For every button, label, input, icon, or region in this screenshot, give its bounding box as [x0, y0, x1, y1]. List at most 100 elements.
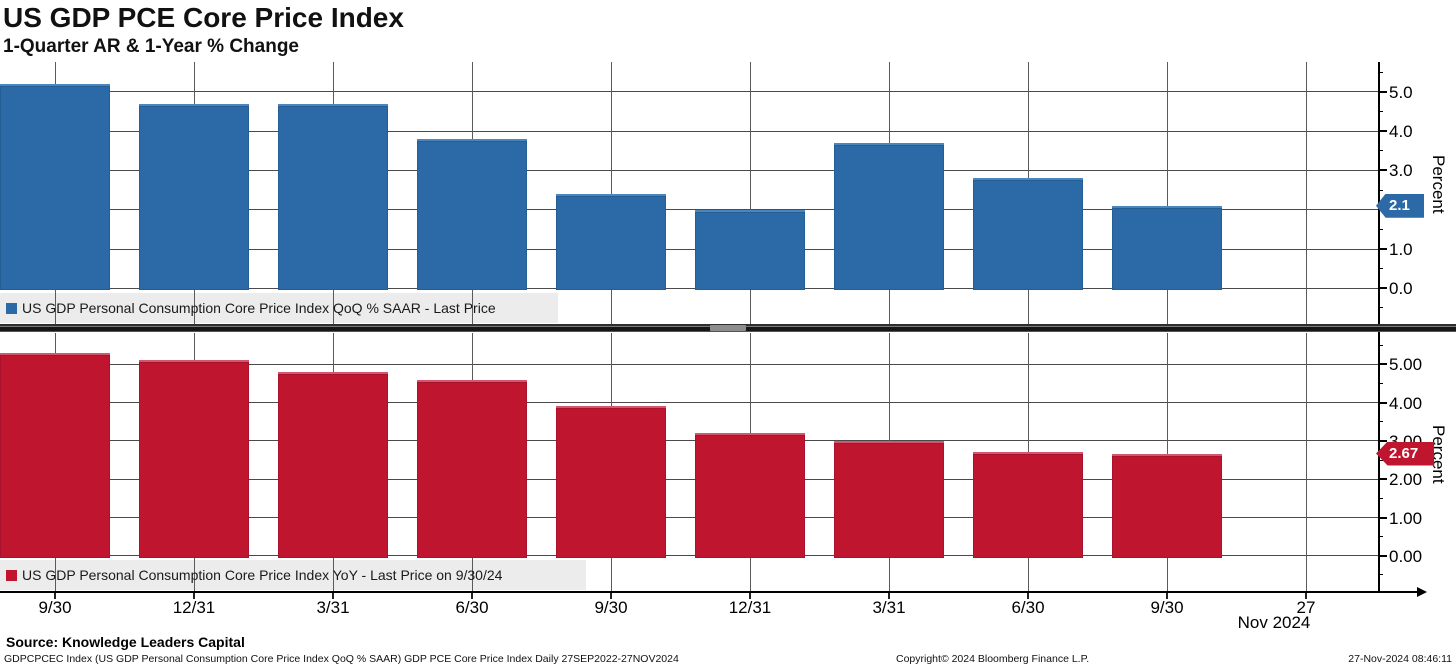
gridline-v: [1305, 62, 1307, 324]
last-price-flag-yoy: 2.67: [1376, 441, 1434, 466]
legend-label-qoq: US GDP Personal Consumption Core Price I…: [22, 300, 496, 316]
y-minor-tick: [1378, 536, 1383, 538]
bar-qoq-12/31/22[interactable]: [139, 103, 249, 291]
y-tick-label: 5.0: [1389, 82, 1413, 102]
bar-qoq-3/31/24[interactable]: [834, 142, 944, 291]
bar-qoq-6/30/23[interactable]: [417, 138, 527, 291]
gridline-h: [0, 248, 1378, 250]
last-price-flag-qoq: 2.1: [1376, 193, 1424, 218]
y-axis-title-bottom: Percent: [1429, 425, 1448, 484]
legend-item-yoy[interactable]: US GDP Personal Consumption Core Price I…: [6, 560, 502, 590]
x-tick: [332, 593, 334, 599]
x-tick: [888, 593, 890, 599]
bar-yoy-9/30/22[interactable]: [0, 352, 110, 558]
bar-qoq-9/30/23[interactable]: [556, 193, 666, 291]
y-minor-tick: [1378, 421, 1383, 423]
panel-divider-handle[interactable]: [710, 325, 746, 331]
legend-box-yoy[interactable]: [0, 560, 586, 590]
y-major-tick: [1378, 478, 1387, 481]
x-tick: [1027, 593, 1029, 599]
x-tick-label: 6/30: [455, 598, 489, 617]
y-tick-label: 0.0: [1389, 279, 1413, 299]
bar-qoq-9/30/22[interactable]: [0, 83, 110, 291]
x-tick: [193, 593, 195, 599]
footer-copyright: Copyright© 2024 Bloomberg Finance L.P.: [896, 653, 1090, 665]
y-major-tick: [1378, 554, 1387, 557]
bar-yoy-3/31/23[interactable]: [278, 371, 388, 558]
x-tick: [1166, 593, 1168, 599]
y-tick-label: 4.00: [1389, 393, 1423, 413]
bar-yoy-9/30/24[interactable]: [1112, 453, 1222, 558]
y-minor-tick: [1378, 150, 1383, 152]
y-major-tick: [1378, 130, 1387, 133]
y-minor-tick: [1378, 110, 1383, 112]
x-tick-label: 9/30: [594, 598, 628, 617]
bar-yoy-9/30/23[interactable]: [556, 406, 666, 558]
x-tick: [54, 593, 56, 599]
y-major-tick: [1378, 401, 1387, 404]
legend-marker-red-icon: [6, 570, 17, 581]
y-major-tick: [1378, 169, 1387, 172]
legend-label-yoy: US GDP Personal Consumption Core Price I…: [22, 567, 503, 583]
gridline-h: [0, 517, 1378, 518]
y-minor-tick: [1378, 459, 1383, 461]
legend-item-qoq[interactable]: US GDP Personal Consumption Core Price I…: [6, 293, 496, 323]
x-tick-label: 27: [1296, 598, 1316, 617]
legend-box-qoq[interactable]: [0, 293, 558, 323]
y-major-tick: [1378, 90, 1387, 93]
bar-yoy-6/30/23[interactable]: [417, 379, 527, 558]
y-minor-tick: [1378, 382, 1383, 384]
y-minor-tick: [1378, 268, 1383, 270]
bar-yoy-3/31/24[interactable]: [834, 440, 944, 558]
bar-yoy-12/31/22[interactable]: [139, 360, 249, 558]
x-tick-label: 3/31: [316, 598, 350, 617]
bar-qoq-12/31/23[interactable]: [695, 209, 805, 291]
x-axis-arrow-icon: [1417, 587, 1427, 597]
y-minor-tick: [1378, 307, 1383, 309]
bar-yoy-6/30/24[interactable]: [973, 452, 1083, 558]
gridline-h: [0, 287, 1378, 289]
gridline-v: [610, 62, 612, 324]
gridline-h: [0, 130, 1378, 132]
gridline-h: [0, 440, 1378, 442]
x-tick-label: 9/30: [38, 598, 72, 617]
gridline-h: [0, 402, 1378, 404]
bar-qoq-9/30/24[interactable]: [1112, 205, 1222, 291]
x-axis-line: [0, 591, 1417, 593]
y-tick-label: 1.00: [1389, 508, 1423, 528]
y-minor-tick: [1378, 71, 1383, 73]
x-tick: [749, 593, 751, 599]
footer-source: Source: Knowledge Leaders Capital: [6, 634, 245, 650]
y-tick-label: 0.00: [1389, 546, 1423, 566]
y-major-tick: [1378, 248, 1387, 250]
x-tick: [1305, 593, 1307, 599]
gridline-h: [0, 363, 1378, 365]
x-axis-period-label: Nov 2024: [1237, 613, 1311, 632]
y-tick-label: 3.0: [1389, 161, 1413, 181]
gridline-h: [0, 478, 1378, 480]
y-minor-tick: [1378, 497, 1383, 499]
bar-qoq-3/31/23[interactable]: [278, 103, 388, 291]
y-minor-tick: [1378, 228, 1383, 230]
y-tick-label: 2.00: [1389, 470, 1423, 490]
y-minor-tick: [1378, 574, 1383, 576]
y-major-tick: [1378, 287, 1387, 290]
x-tick-label: 12/31: [728, 598, 772, 617]
y-major-tick: [1378, 363, 1387, 366]
legend-marker-blue-icon: [6, 303, 17, 314]
y-minor-tick: [1378, 189, 1383, 191]
y-minor-tick: [1378, 344, 1383, 346]
x-tick: [471, 593, 473, 599]
bar-qoq-6/30/24[interactable]: [973, 178, 1083, 291]
gridline-v: [1166, 62, 1168, 324]
page-subtitle: 1-Quarter AR & 1-Year % Change: [3, 36, 299, 57]
y-axis-title-top: Percent: [1429, 155, 1448, 214]
bar-yoy-12/31/23[interactable]: [695, 433, 805, 558]
x-tick-label: 6/30: [1011, 598, 1045, 617]
page-title: US GDP PCE Core Price Index: [3, 2, 404, 33]
gridline-v: [749, 62, 751, 324]
gridline-h: [0, 209, 1378, 211]
x-tick: [610, 593, 612, 599]
footer-timestamp: 27-Nov-2024 08:46:11: [1348, 653, 1452, 665]
